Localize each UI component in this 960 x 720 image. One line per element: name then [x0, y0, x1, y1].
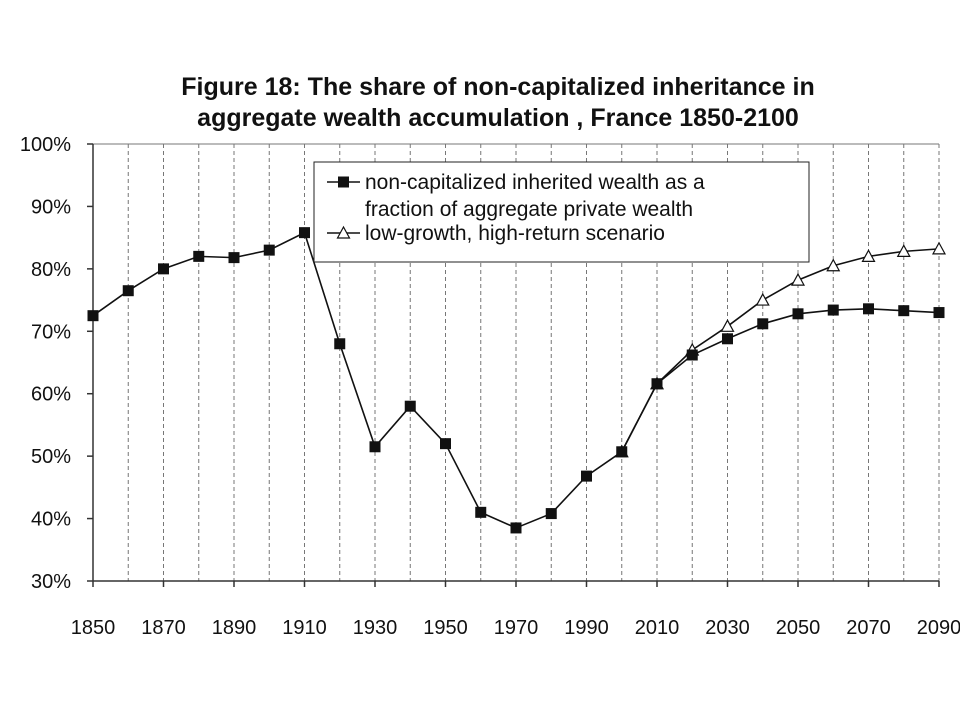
data-point-square	[827, 304, 839, 316]
chart-title-line-2: aggregate wealth accumulation , France 1…	[197, 104, 799, 132]
data-point-square	[686, 349, 698, 361]
y-tick-label: 60%	[31, 384, 71, 406]
legend-marker-1	[338, 176, 349, 188]
x-tick-label: 2090	[917, 617, 960, 639]
grid-lines	[93, 143, 940, 581]
series-line-2	[621, 248, 940, 453]
x-tick-label: 1950	[423, 617, 468, 639]
chart-title: Figure 18: The share of non-capitalized …	[18, 72, 960, 134]
data-point-square	[722, 333, 733, 345]
data-point-square	[87, 310, 99, 322]
x-tick-label: 1930	[353, 617, 398, 639]
data-point-square	[334, 338, 346, 350]
data-point-square	[792, 308, 804, 320]
data-point-triangle	[720, 319, 735, 332]
legend-label: low-growth, high-return scenario	[365, 222, 665, 245]
data-point-square	[228, 252, 240, 264]
data-point-square	[863, 303, 874, 315]
legend-label: non-capitalized inherited wealth as a	[365, 171, 705, 194]
y-tick-label: 70%	[31, 321, 71, 343]
data-point-square	[933, 307, 945, 319]
data-point-square	[475, 506, 487, 518]
data-point-square	[299, 227, 310, 239]
data-point-square	[510, 522, 522, 534]
data-point-square	[122, 285, 134, 297]
y-tick-label: 80%	[31, 259, 71, 281]
data-point-triangle	[755, 292, 770, 306]
y-tick-label: 40%	[31, 509, 71, 531]
data-point-triangle	[896, 244, 911, 257]
data-point-square	[193, 250, 205, 262]
data-point-square	[898, 305, 910, 317]
legend-marker-2	[336, 225, 351, 239]
x-tick-label: 2070	[846, 617, 891, 639]
legend: non-capitalized inherited wealth as a fra…	[313, 161, 810, 263]
data-point-triangle	[861, 249, 876, 262]
data-point-square	[545, 508, 557, 520]
y-tick-label: 90%	[31, 196, 71, 218]
data-point-square	[369, 441, 381, 453]
data-point-square	[263, 244, 275, 256]
data-point-square	[651, 378, 663, 390]
data-point-triangle	[826, 258, 841, 272]
data-point-square	[581, 470, 592, 482]
x-tick-label: 2030	[705, 617, 750, 639]
x-axis-tick-labels: 1850 1870 1890 1910 1930 1950 1970 1990 2010 2030…	[71, 617, 960, 639]
x-tick-label: 2050	[776, 617, 821, 639]
x-tick-label: 1970	[494, 617, 539, 639]
x-tick-label: 2010	[635, 617, 680, 639]
y-tick-label: 100%	[20, 134, 71, 156]
x-tick-label: 1990	[564, 617, 609, 639]
x-tick-label: 1910	[282, 617, 327, 639]
chart-title-line-1: Figure 18: The share of non-capitalized …	[181, 73, 815, 101]
y-tick-label: 30%	[31, 571, 71, 593]
data-point-triangle	[931, 241, 947, 255]
y-axis-tick-labels: 30% 40% 50% 60% 70% 80% 90% 100%	[20, 134, 71, 593]
y-tick-label: 50%	[31, 446, 71, 468]
legend-box	[313, 161, 810, 263]
data-point-square	[616, 446, 628, 458]
axes	[87, 143, 940, 587]
data-point-triangle	[790, 272, 806, 286]
series-markers	[87, 227, 947, 534]
data-point-square	[158, 263, 169, 275]
data-point-square	[757, 318, 769, 330]
x-tick-label: 1890	[212, 617, 257, 639]
data-point-square	[440, 438, 451, 450]
x-tick-label: 1870	[141, 617, 186, 639]
data-point-square	[404, 400, 416, 412]
x-tick-label: 1850	[71, 617, 116, 639]
legend-label: fraction of aggregate private wealth	[365, 198, 693, 221]
